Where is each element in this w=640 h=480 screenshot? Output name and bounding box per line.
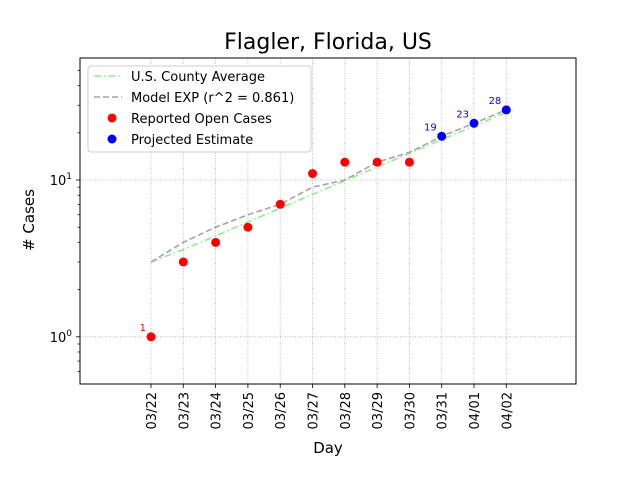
x-tick-label: 03/26	[274, 392, 289, 429]
x-tick-label: 03/25	[242, 392, 257, 429]
series-line	[150, 111, 507, 263]
x-tick-label: 04/02	[500, 392, 515, 429]
x-tick-label: 03/31	[436, 392, 451, 429]
plot-area: 100 101 03/22 03/23 03/24 03/25 03/26 03/27 03/2…	[50, 57, 577, 429]
y-tick-label: 100	[50, 329, 73, 346]
data-label: 23	[456, 109, 469, 120]
data-point	[211, 237, 221, 247]
chart-title: Flagler, Florida, US	[224, 30, 432, 55]
legend-marker	[107, 134, 117, 144]
legend-label: Projected Estimate	[131, 133, 253, 148]
series-line	[150, 109, 507, 263]
x-tick-label: 03/24	[210, 392, 225, 429]
legend-label: U.S. County Average	[131, 70, 265, 85]
x-tick-label: 03/29	[371, 392, 386, 429]
legend-label: Model EXP (r^2 = 0.861)	[131, 91, 294, 106]
data-point	[372, 157, 382, 167]
data-label: 28	[489, 96, 502, 107]
legend-label: Reported Open Cases	[131, 112, 272, 127]
legend-box	[87, 65, 312, 153]
x-tick-label: 03/22	[145, 392, 160, 429]
legend: U.S. County Average Model EXP (r^2 = 0.86…	[87, 65, 312, 153]
data-point	[437, 131, 447, 141]
data-label: 19	[424, 122, 437, 133]
data-point	[146, 332, 156, 342]
data-point	[404, 157, 414, 167]
data-point	[501, 105, 511, 115]
x-axis-label: Day	[313, 439, 343, 457]
data-point	[243, 222, 253, 232]
data-point	[275, 199, 285, 209]
x-tick-label: 03/28	[339, 392, 354, 429]
x-tick-label: 04/01	[468, 392, 483, 429]
legend-marker	[107, 113, 117, 123]
data-point	[340, 157, 350, 167]
x-tick-label: 03/30	[403, 392, 418, 429]
y-axis-label: # Cases	[20, 189, 38, 251]
x-tick-label: 03/23	[177, 392, 192, 429]
data-label: 1	[140, 323, 146, 334]
data-point	[308, 169, 317, 179]
x-tick-label: 03/27	[307, 392, 322, 429]
y-tick-label: 101	[50, 172, 72, 189]
data-point	[469, 118, 479, 128]
data-point	[178, 257, 188, 267]
plot-frame	[79, 57, 577, 385]
